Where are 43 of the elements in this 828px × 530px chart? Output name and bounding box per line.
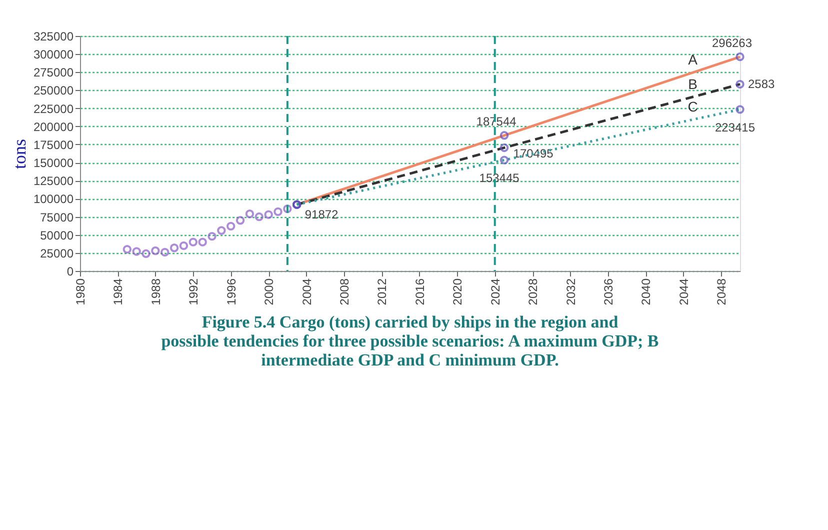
x-tick-label: 2000 [262, 278, 276, 306]
data-label: 296263 [712, 36, 752, 50]
y-tick-label: 25000 [40, 246, 74, 260]
x-tick-label: 1984 [111, 278, 126, 306]
series-label: A [688, 52, 698, 68]
x-tick-label: 1996 [224, 278, 238, 306]
text: Figure 5.4 Cargo (tons) carried by ships in the region and possible tendencies for three possible scenarios: A maximum GDP; B intermediate GDP and C minimum GDP. [161, 312, 659, 370]
y-tick-label: 325000 [33, 30, 74, 44]
x-tick-label: 2028 [526, 278, 540, 306]
x-tick-label: 1992 [186, 278, 201, 306]
y-tick-label: 125000 [33, 174, 74, 188]
y-tick-label: 75000 [40, 210, 74, 224]
x-tick-label: 2024 [488, 278, 502, 306]
y-tick-label: 300000 [33, 48, 74, 62]
data-label: 223415 [714, 120, 756, 134]
series-label: C [688, 98, 698, 115]
x-tick-label: 2040 [639, 278, 654, 306]
y-tick-label: 200000 [33, 120, 74, 134]
x-tick-label: 2020 [450, 278, 465, 306]
series-label: B [688, 76, 698, 92]
x-tick-label: 2048 [714, 278, 729, 306]
y-axis-title: tons [9, 138, 30, 170]
y-tick-label: 50000 [40, 228, 74, 242]
data-label: 187544 [476, 114, 517, 128]
x-tick-label: 2032 [564, 278, 578, 306]
y-tick-label: 150000 [33, 156, 74, 170]
data-label: 91872 [304, 208, 339, 222]
annotation: 2583 [748, 77, 776, 92]
data-label: 153445 [479, 171, 520, 186]
x-tick-label: 2008 [338, 278, 352, 306]
x-tick-label: 2004 [300, 278, 314, 306]
x-tick-label: 2036 [602, 278, 616, 306]
x-tick-label: 2044 [676, 278, 691, 306]
y-tick-label: 225000 [33, 102, 74, 116]
x-tick-label: 1980 [74, 278, 88, 306]
x-tick-label: 2016 [412, 278, 427, 306]
y-tick-label: 100000 [33, 192, 74, 206]
x-tick-label: 1988 [148, 278, 163, 306]
x-tick-label: 2012 [375, 278, 390, 306]
y-tick-label: 250000 [33, 84, 74, 98]
y-tick-label: 275000 [33, 66, 74, 80]
y-tick-label: 175000 [33, 138, 74, 152]
y-tick-label: 0 [66, 264, 74, 278]
